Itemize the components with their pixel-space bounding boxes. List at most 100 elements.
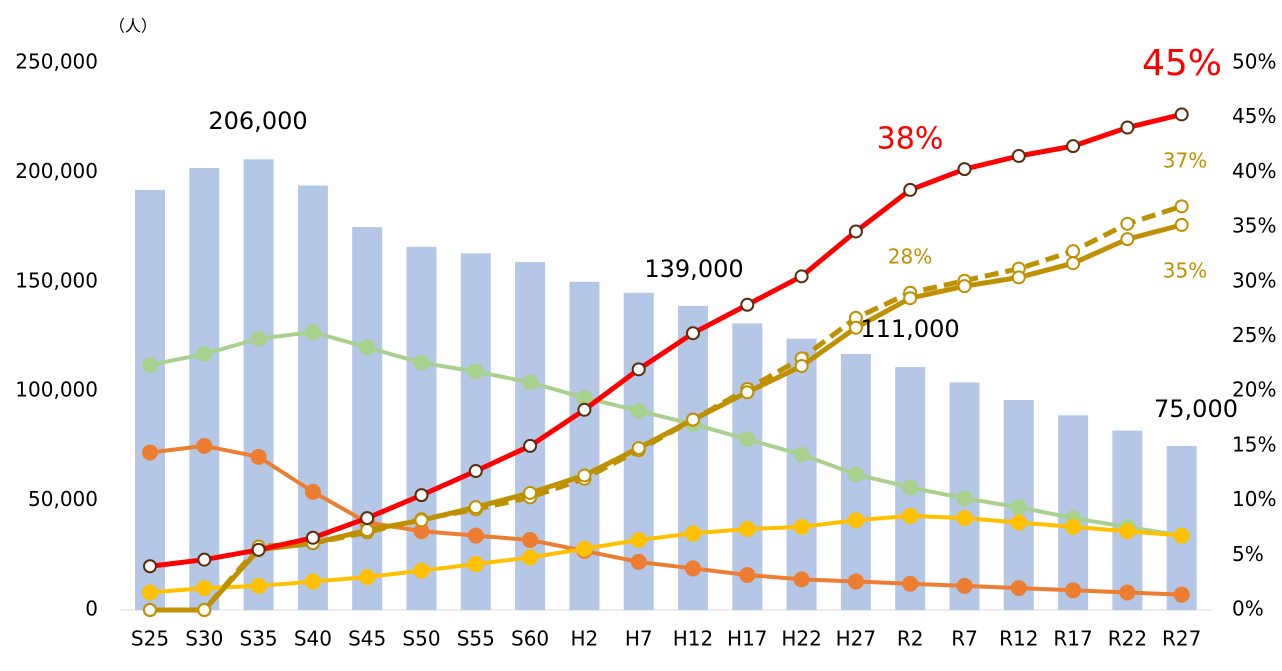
series-marker: [794, 359, 809, 374]
series-marker: [902, 507, 919, 524]
series-marker: [1065, 518, 1082, 535]
series-marker: [197, 552, 212, 567]
series-marker: [685, 560, 701, 577]
series-marker: [739, 431, 756, 448]
series-marker: [468, 464, 483, 479]
series-marker: [142, 444, 158, 461]
series-marker: [1173, 586, 1190, 603]
series-marker: [143, 603, 157, 617]
series-marker: [359, 339, 376, 356]
x-tick-label: S50: [402, 627, 440, 651]
series-marker: [630, 553, 647, 570]
series-marker: [956, 490, 973, 507]
series-marker: [1066, 139, 1081, 154]
series-marker: [902, 479, 919, 496]
annotation: 206,000: [208, 107, 307, 135]
series-marker: [847, 573, 864, 590]
annotation: 37%: [1163, 149, 1207, 173]
series-marker: [304, 324, 321, 341]
series-marker: [740, 297, 755, 312]
x-tick-label: S35: [240, 627, 278, 651]
series-marker: [739, 521, 756, 538]
series-marker: [793, 518, 810, 535]
bar: [406, 246, 437, 611]
annotation: 75,000: [1154, 395, 1238, 423]
series-marker: [1173, 527, 1190, 544]
series-line: [149, 513, 1182, 595]
bar: [569, 281, 600, 610]
series-marker: [1011, 270, 1026, 285]
series-marker: [956, 510, 973, 527]
series-marker: [902, 575, 919, 592]
x-tick-label: R22: [1108, 627, 1147, 651]
series-marker: [414, 513, 429, 528]
series-marker: [903, 182, 918, 197]
y-tick-label: 250,000: [15, 50, 98, 74]
bar: [243, 159, 274, 610]
annotation: 45%: [1142, 43, 1222, 84]
bar: [460, 253, 491, 610]
series-marker: [250, 330, 267, 347]
series-marker: [523, 438, 538, 453]
x-tick-label: H12: [673, 627, 714, 651]
series-marker: [957, 162, 972, 177]
y2-tick-label: 50%: [1232, 50, 1276, 74]
series-marker: [305, 530, 320, 545]
series-marker: [304, 573, 321, 590]
series-marker: [793, 446, 810, 463]
series-marker: [847, 466, 864, 483]
series-marker: [196, 437, 213, 454]
series-marker: [740, 385, 755, 400]
x-tick-label: R7: [951, 627, 978, 651]
series-marker: [630, 402, 647, 419]
series-marker: [1120, 120, 1135, 135]
series-marker: [522, 531, 539, 548]
series-marker: [903, 291, 918, 306]
series-marker: [793, 571, 810, 588]
x-tick-label: R12: [999, 627, 1038, 651]
series-marker: [739, 566, 756, 583]
x-tick-label: R2: [897, 627, 924, 651]
x-tick-label: S30: [185, 627, 223, 651]
series-marker: [359, 569, 376, 586]
annotation: 111,000: [860, 315, 959, 343]
x-tick-label: H2: [571, 627, 599, 651]
series-marker: [1120, 216, 1135, 231]
x-tick-label: S60: [511, 627, 549, 651]
x-tick-label: S45: [348, 627, 386, 651]
series-line: [149, 443, 1182, 597]
y2-tick-label: 10%: [1232, 487, 1276, 511]
bar: [732, 323, 763, 610]
series-marker: [1174, 107, 1189, 122]
series-marker: [686, 326, 700, 341]
x-tick-label: H27: [836, 627, 877, 651]
series-marker: [848, 320, 863, 335]
series-marker: [467, 556, 484, 573]
x-tick-label: S55: [457, 627, 495, 651]
bar: [786, 338, 817, 610]
series-marker: [1010, 580, 1027, 597]
y-tick-label: 200,000: [15, 159, 98, 183]
y-tick-label: 0: [85, 597, 98, 621]
series-marker: [142, 356, 158, 373]
x-tick-label: R27: [1162, 627, 1201, 651]
annotation: 35%: [1163, 259, 1207, 283]
y-tick-label: 150,000: [15, 268, 98, 292]
y2-tick-label: 30%: [1232, 268, 1276, 292]
series-marker: [577, 468, 592, 483]
y2-tick-label: 15%: [1232, 432, 1276, 456]
series-marker: [468, 500, 483, 515]
series-marker: [413, 562, 430, 579]
y2-tick-label: 35%: [1232, 214, 1276, 238]
series-marker: [251, 542, 266, 557]
series-marker: [196, 346, 213, 363]
x-tick-label: S25: [131, 627, 169, 651]
series-marker: [1119, 523, 1136, 540]
series-marker: [197, 603, 212, 617]
y2-tick-label: 20%: [1232, 378, 1276, 402]
series-marker: [467, 527, 484, 544]
series-marker: [1066, 256, 1081, 271]
series-marker: [1174, 199, 1189, 214]
series-marker: [143, 559, 157, 574]
